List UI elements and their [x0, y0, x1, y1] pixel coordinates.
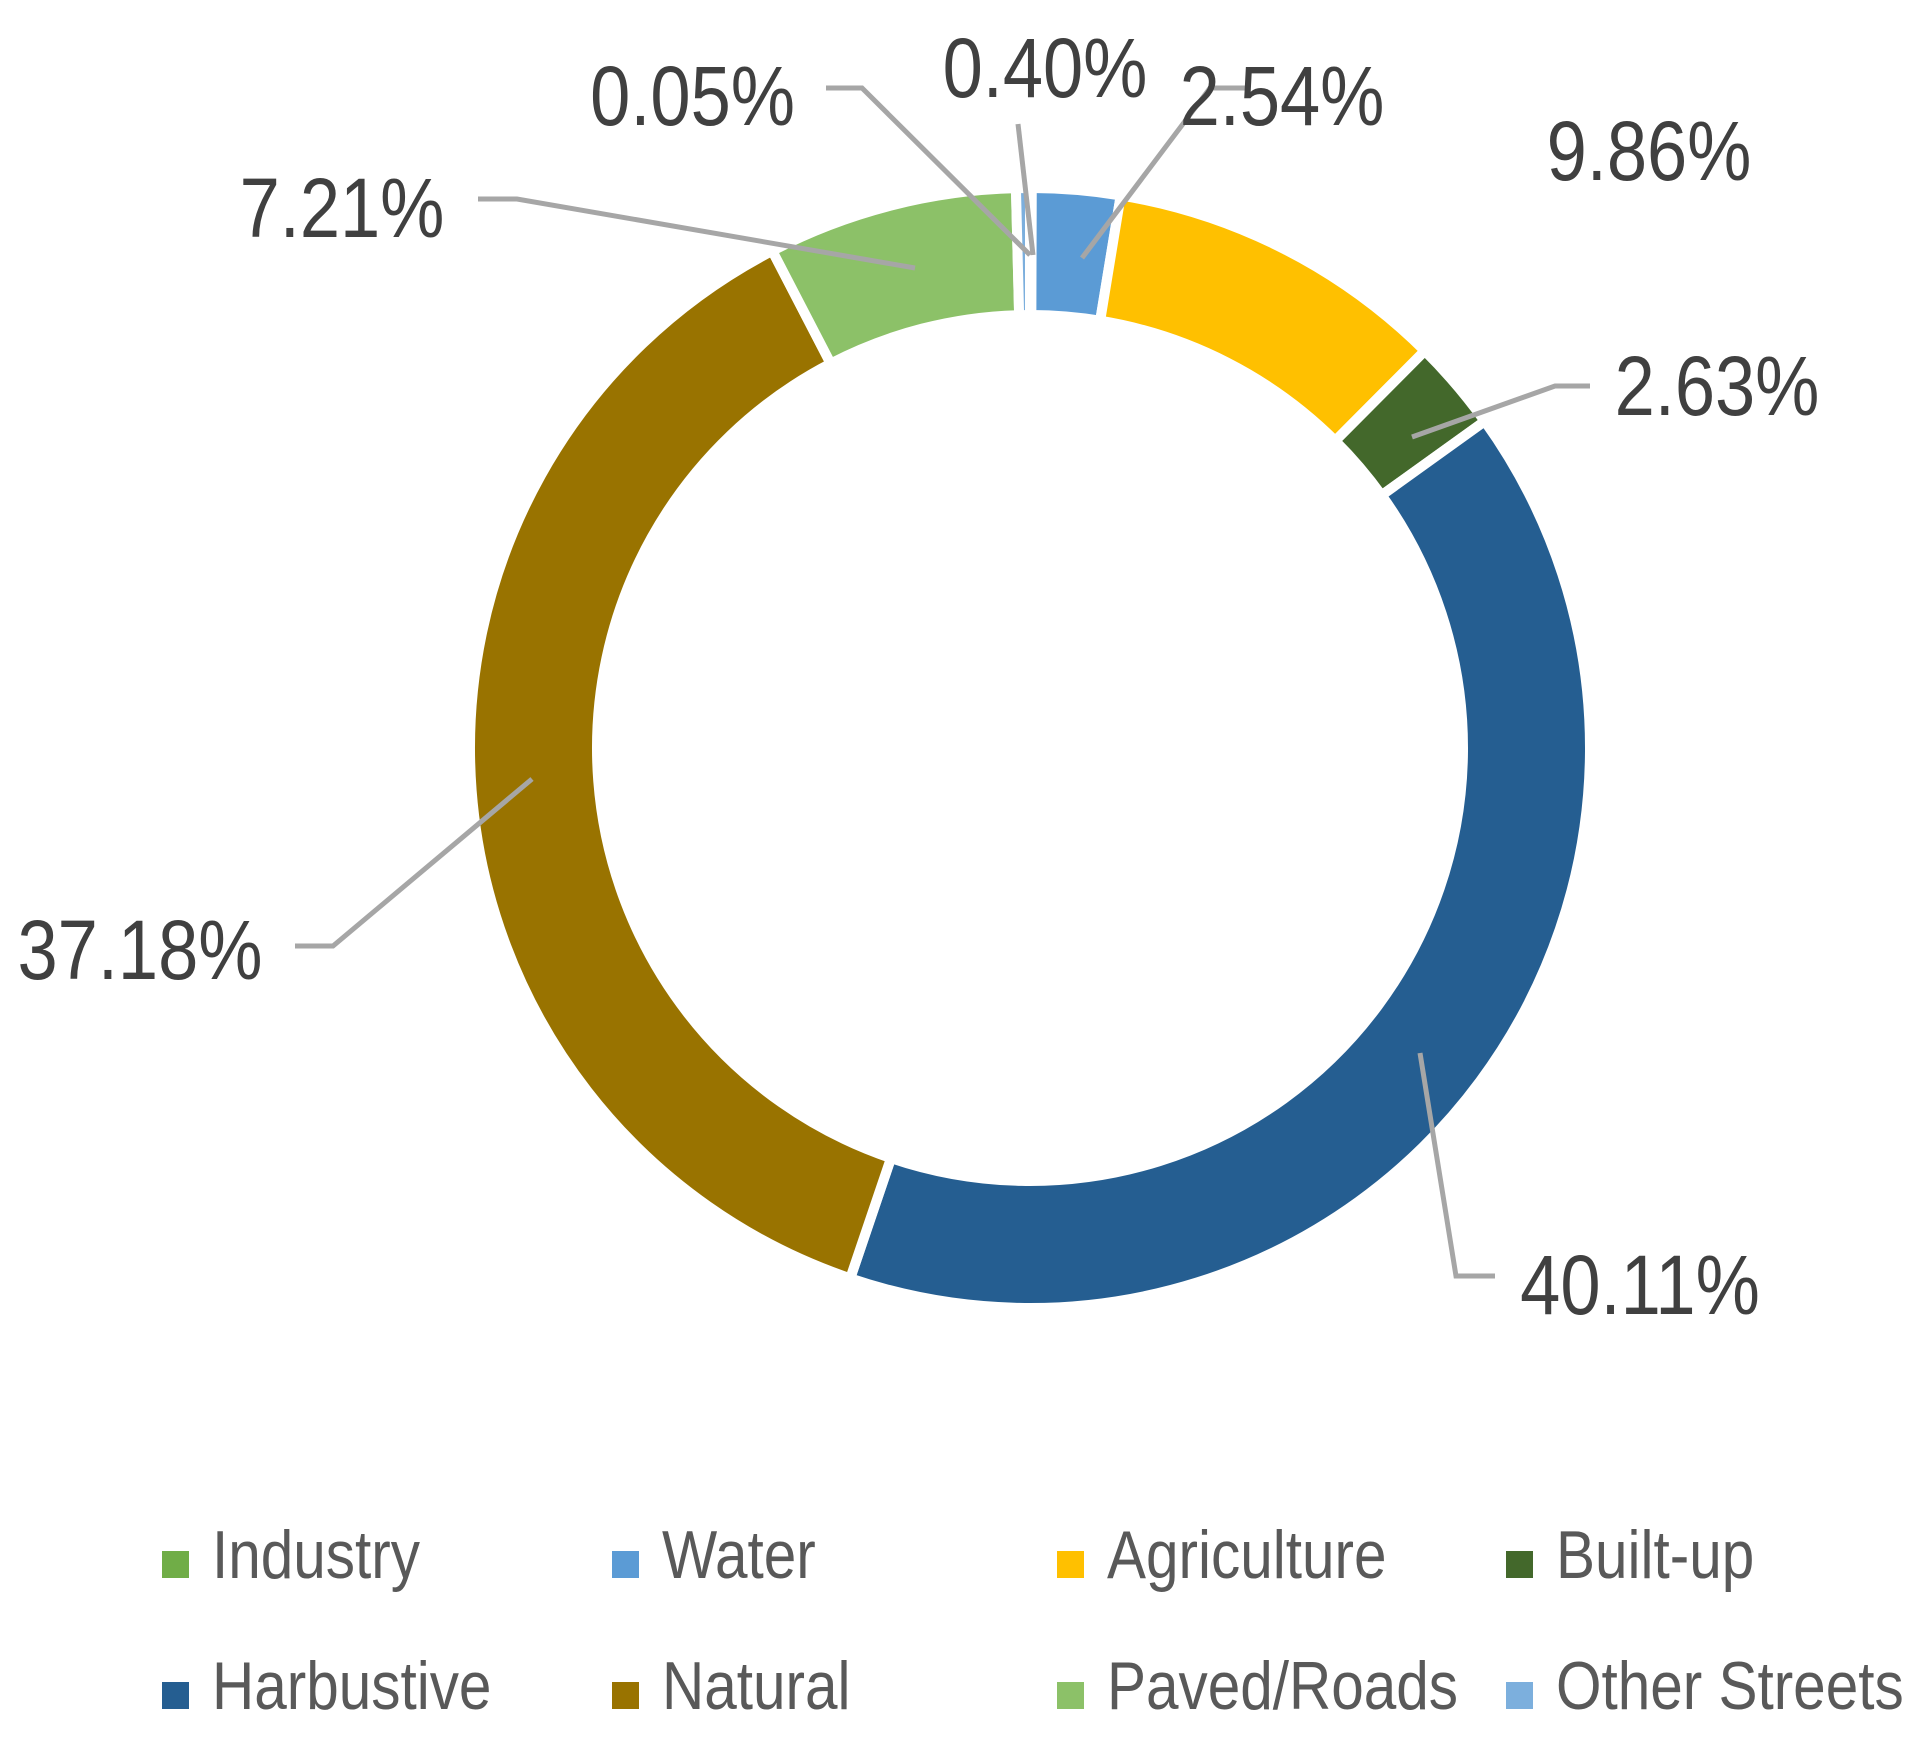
leader-line-water [1080, 85, 1247, 260]
legend-swatch-natural [612, 1682, 639, 1709]
legend-label-industry: Industry [212, 1518, 420, 1593]
leader-line-harbustive [1417, 1052, 1495, 1279]
legend-label-built-up: Built-up [1556, 1518, 1754, 1593]
legend: Industry Water Agriculture Built-up Harbusti… [162, 1518, 1904, 1724]
slice-natural [465, 244, 898, 1285]
leader-line-natural [295, 777, 534, 949]
data-label-harbustive: 40.11% [1520, 1238, 1760, 1332]
legend-label-agriculture: Agriculture [1107, 1518, 1386, 1593]
data-label-natural: 37.18% [18, 903, 263, 997]
legend-label-paved-roads: Paved/Roads [1107, 1649, 1458, 1724]
legend-swatch-water [612, 1551, 639, 1578]
legend-label-other-streets: Other Streets [1556, 1649, 1904, 1724]
leader-line-paved-roads [478, 196, 916, 271]
legend-item-agriculture: Agriculture [1057, 1518, 1386, 1593]
data-label-industry: 0.05% [590, 49, 795, 143]
legend-item-water: Water [612, 1518, 816, 1593]
legend-swatch-agriculture [1057, 1551, 1084, 1578]
data-label-built-up: 2.63% [1615, 339, 1820, 433]
legend-item-built-up: Built-up [1506, 1518, 1754, 1593]
data-label-paved-roads: 7.21% [240, 161, 445, 255]
legend-swatch-paved-roads [1057, 1682, 1084, 1709]
data-label-other-streets: 0.40% [943, 21, 1148, 115]
doughnut-slices [465, 182, 1595, 1313]
legend-item-harbustive: Harbustive [162, 1649, 491, 1724]
leader-lines [295, 85, 1590, 1279]
legend-item-natural: Natural [612, 1649, 850, 1724]
leader-line-built-up [1411, 383, 1590, 440]
legend-swatch-harbustive [162, 1682, 189, 1709]
data-labels: 0.05% 2.54% 9.86% 2.63% 40.11% 37.18% 7.21% 0.4… [18, 21, 1820, 1332]
data-label-agriculture: 9.86% [1547, 104, 1752, 198]
legend-swatch-industry [162, 1551, 189, 1578]
legend-label-water: Water [662, 1518, 816, 1593]
legend-item-paved-roads: Paved/Roads [1057, 1649, 1458, 1724]
legend-item-industry: Industry [162, 1518, 420, 1593]
slice-harbustive [843, 414, 1595, 1313]
legend-swatch-built-up [1506, 1551, 1533, 1578]
legend-item-other-streets: Other Streets [1506, 1649, 1904, 1724]
legend-label-harbustive: Harbustive [212, 1649, 491, 1724]
data-label-water: 2.54% [1180, 49, 1385, 143]
legend-swatch-other-streets [1506, 1682, 1533, 1709]
legend-label-natural: Natural [662, 1649, 850, 1724]
leader-line-other-streets [1015, 123, 1036, 256]
leader-line-industry [826, 85, 1032, 257]
